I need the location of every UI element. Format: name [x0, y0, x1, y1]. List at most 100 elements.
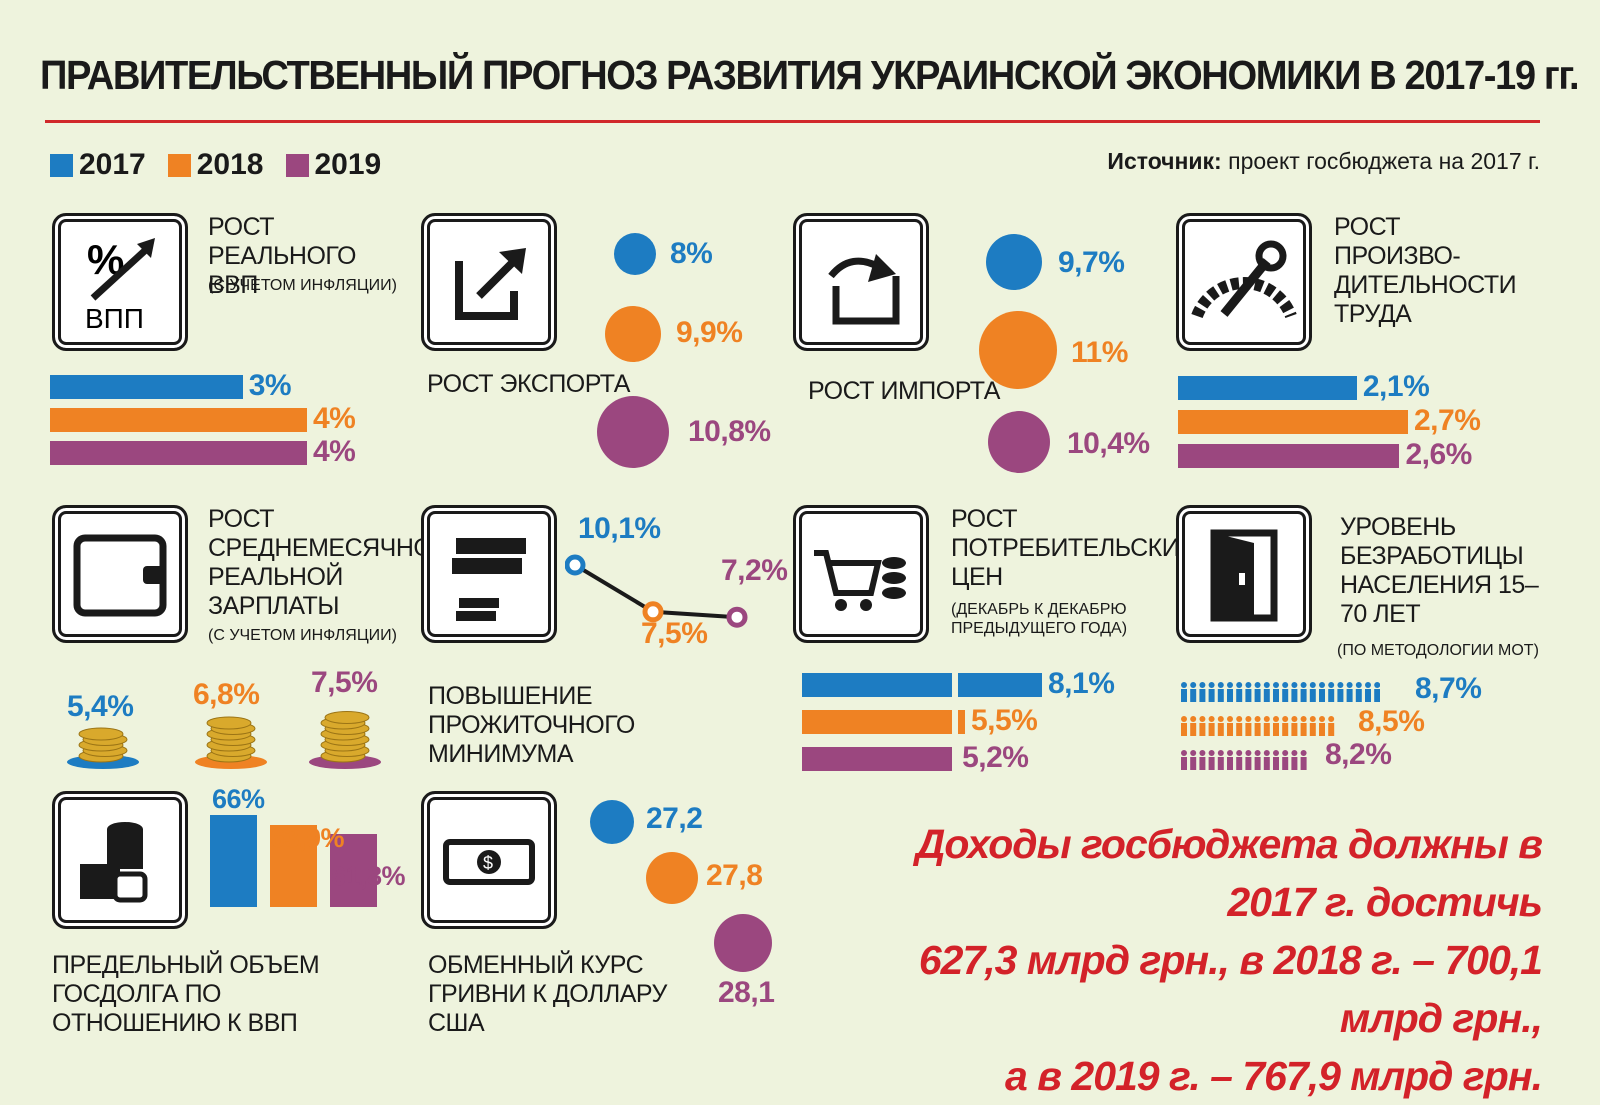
gdp-label: РОСТ РЕАЛЬНОГО ВВП	[208, 213, 356, 299]
legend-swatch-2018	[167, 153, 191, 177]
legend-item-2018: 2018	[167, 148, 264, 182]
wages-value-2018: 6,8%	[193, 678, 260, 711]
fx-value-2019: 28,1	[718, 976, 775, 1009]
wages-coin-stack-2018	[195, 716, 267, 769]
cpi-bar-2018	[802, 710, 965, 734]
import-value-2017: 9,7%	[1058, 246, 1125, 279]
debt-value-2019: 61,8%	[331, 861, 406, 891]
cart-coins-icon	[793, 505, 929, 643]
title-divider	[45, 120, 1540, 123]
legend-label-2018: 2018	[196, 148, 264, 181]
unemployment-people-row-2017	[1181, 682, 1380, 702]
import-label: РОСТ ИМПОРТА	[808, 377, 1000, 405]
cpi-sub: (ДЕКАБРЬ К ДЕКАБРЮ ПРЕДЫДУЩЕГО ГОДА)	[951, 601, 1128, 637]
unemployment-sub: (ПО МЕТОДОЛОГИИ МОТ)	[1337, 642, 1539, 659]
export-bubble-2019	[597, 396, 669, 468]
wages-value-2017: 5,4%	[67, 690, 134, 723]
legend-item-2017: 2017	[50, 148, 146, 182]
productivity-icon	[1176, 213, 1312, 351]
cpi-bar-2019	[802, 747, 957, 771]
gdp-bar-group: 3% 4% 4%	[50, 369, 380, 475]
unemployment-value-2018: 8,5%	[1358, 705, 1425, 738]
cpi-bar-group: 8,1% 5,5% 5,2%	[802, 667, 1142, 783]
source-text: проект госбюджета на 2017 г.	[1228, 148, 1540, 174]
export-value-2019: 10,8%	[688, 415, 771, 448]
productivity-label: РОСТ ПРОИЗВО-ДИТЕЛЬНОСТИ ТРУДА	[1334, 213, 1517, 328]
gdp-value-2017: 3%	[248, 369, 292, 402]
unemployment-people-row-2018	[1181, 716, 1335, 736]
gdp-bar-2017	[50, 375, 243, 399]
money-stack-icon	[421, 505, 557, 643]
minimum-point-2019	[726, 606, 748, 628]
door-icon	[1176, 505, 1312, 643]
minimum-value-2017: 10,1%	[578, 512, 661, 545]
productivity-value-2018: 2,7%	[1414, 404, 1481, 437]
banknote-icon: $	[421, 791, 557, 929]
fx-bubble-2018	[646, 852, 698, 904]
unemployment-people-row-2019	[1181, 750, 1307, 770]
fx-label: ОБМЕННЫЙ КУРС ГРИВНИ К ДОЛЛАРУ США	[428, 951, 667, 1037]
export-bubble-2017	[614, 233, 656, 275]
source-note: Источник: проект госбюджета на 2017 г.	[1107, 148, 1540, 175]
wages-coin-stack-2019	[309, 711, 381, 769]
page-title: ПРАВИТЕЛЬСТВЕННЫЙ ПРОГНОЗ РАЗВИТИЯ УКРАИ…	[40, 52, 1580, 98]
legend-item-2019: 2019	[285, 148, 381, 182]
revenue-line-2: 627,3 млрд грн., в 2018 г. – 700,1 млрд …	[918, 937, 1543, 1041]
cpi-bar-2017	[802, 673, 1042, 697]
revenue-line-1: Доходы госбюджета должны в 2017 г. дости…	[915, 821, 1543, 925]
cpi-axis-break	[952, 670, 958, 774]
fx-value-2017: 27,2	[646, 802, 703, 835]
wallet-icon	[52, 505, 188, 643]
cpi-value-2019: 5,2%	[962, 741, 1029, 774]
gdp-bar-2019	[50, 441, 307, 465]
import-bubble-2017	[986, 234, 1042, 290]
minimum-value-2019: 7,2%	[721, 554, 788, 587]
debt-bar-2017	[210, 815, 257, 907]
export-label: РОСТ ЭКСПОРТА	[427, 370, 630, 398]
cpi-value-2018: 5,5%	[970, 704, 1038, 737]
import-bubble-2019	[988, 411, 1050, 473]
debt-value-2017: 66%	[212, 784, 265, 814]
cpi-label: РОСТ ПОТРЕБИТЕЛЬСКИХ ЦЕН	[951, 505, 1196, 591]
import-icon	[793, 213, 929, 351]
wages-sub: (С УЧЕТОМ ИНФЛЯЦИИ)	[208, 627, 398, 644]
fx-bubble-2017	[590, 800, 634, 844]
unemployment-label: УРОВЕНЬ БЕЗРАБОТИЦЫ НАСЕЛЕНИЯ 15–70 ЛЕТ	[1340, 513, 1539, 628]
debt-bar-2019	[330, 834, 377, 907]
revenue-note: Доходы госбюджета должны в 2017 г. дости…	[822, 815, 1543, 1105]
unemployment-value-2019: 8,2%	[1325, 738, 1392, 771]
debt-label: ПРЕДЕЛЬНЫЙ ОБЪЕМ ГОСДОЛГА ПО ОТНОШЕНИЮ К…	[52, 951, 320, 1037]
fx-value-2018: 27,8	[706, 859, 763, 892]
gdp-value-2018: 4%	[313, 402, 356, 435]
legend-swatch-2017	[50, 153, 73, 177]
export-value-2018: 9,9%	[676, 316, 743, 349]
minimum-point-2017	[565, 554, 586, 576]
wages-coin-stacks	[67, 711, 381, 769]
productivity-bar-2017	[1178, 376, 1357, 400]
gdp-sub: (С УЧЕТОМ ИНФЛЯЦИИ)	[208, 277, 398, 294]
unemployment-value-2017: 8,7%	[1415, 672, 1482, 705]
productivity-bar-2019	[1178, 444, 1400, 468]
export-bubble-2018	[605, 306, 661, 362]
source-label: Источник:	[1107, 148, 1222, 174]
minimum-point-2018	[642, 601, 664, 623]
wages-coin-stack-2017	[67, 727, 139, 769]
minimum-value-2018: 7,5%	[641, 617, 708, 650]
fx-bubble-2019	[714, 914, 772, 972]
minimum-line-chart	[565, 554, 748, 628]
import-value-2018: 11%	[1071, 336, 1128, 369]
productivity-bar-group: 2,1% 2,7% 2,6%	[1178, 370, 1538, 476]
unemployment-people-rows	[1181, 682, 1380, 770]
gdp-bar-2018	[50, 408, 307, 432]
svg-text:$: $	[483, 853, 493, 873]
gdp-icon-text: ВПП	[85, 303, 144, 334]
export-value-2017: 8%	[670, 237, 713, 270]
gdp-icon: % ВПП	[52, 213, 188, 351]
legend-swatch-2019	[285, 153, 309, 177]
legend-label-2017: 2017	[79, 148, 146, 181]
legend: 2017 2018 2019	[50, 148, 381, 182]
export-icon	[421, 213, 557, 351]
wages-label: РОСТ СРЕДНЕМЕСЯЧНОЙ РЕАЛЬНОЙ ЗАРПЛАТЫ	[208, 505, 450, 620]
productivity-bar-2018	[1178, 410, 1408, 434]
revenue-line-3: а в 2019 г. – 767,9 млрд грн.	[1005, 1053, 1543, 1099]
